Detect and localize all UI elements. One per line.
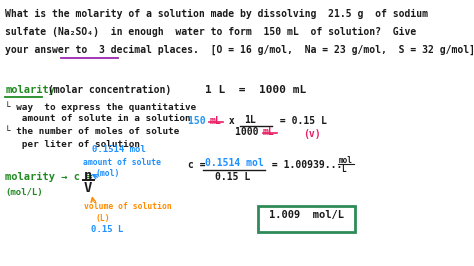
FancyBboxPatch shape bbox=[257, 206, 355, 232]
Text: 1000: 1000 bbox=[235, 127, 264, 137]
Text: 1 L  =  1000 mL: 1 L = 1000 mL bbox=[204, 85, 306, 94]
Text: = 1.00939...: = 1.00939... bbox=[266, 160, 342, 170]
Text: └ way  to express the quantitative: └ way to express the quantitative bbox=[5, 101, 197, 112]
Text: (v): (v) bbox=[303, 129, 320, 139]
Text: 0.1514 mol: 0.1514 mol bbox=[92, 145, 146, 154]
Text: amount of solute in a solution: amount of solute in a solution bbox=[5, 114, 191, 123]
Text: What is the molarity of a solution made by dissolving  21.5 g  of sodium: What is the molarity of a solution made … bbox=[5, 9, 428, 19]
Text: sulfate (Na₂SO₄)  in enough  water to form  150 mL  of solution?  Give: sulfate (Na₂SO₄) in enough water to form… bbox=[5, 27, 417, 37]
Text: (L): (L) bbox=[95, 214, 110, 223]
Text: 0.1514 mol: 0.1514 mol bbox=[204, 158, 263, 168]
Text: L: L bbox=[341, 165, 346, 174]
Text: amount of solute: amount of solute bbox=[83, 158, 161, 167]
Text: = 0.15 L: = 0.15 L bbox=[274, 116, 327, 126]
Text: 1L: 1L bbox=[245, 115, 256, 125]
Text: mol: mol bbox=[338, 156, 352, 165]
Text: molarity → c =: molarity → c = bbox=[5, 172, 99, 182]
Text: (mol): (mol) bbox=[95, 169, 119, 178]
Text: 0.15 L: 0.15 L bbox=[91, 225, 123, 234]
Text: 1.009  mol/L: 1.009 mol/L bbox=[269, 210, 344, 220]
Text: (molar concentration): (molar concentration) bbox=[42, 85, 172, 94]
Text: └ the number of moles of solute: └ the number of moles of solute bbox=[5, 127, 180, 136]
Text: (mol/L): (mol/L) bbox=[5, 188, 43, 197]
Text: molarity: molarity bbox=[5, 85, 55, 94]
Text: V: V bbox=[84, 181, 92, 196]
Text: volume of solution: volume of solution bbox=[84, 202, 172, 211]
Text: mL: mL bbox=[209, 116, 221, 126]
Text: mL: mL bbox=[263, 127, 275, 137]
Text: n: n bbox=[84, 169, 92, 183]
Text: c =: c = bbox=[188, 160, 211, 170]
Text: 0.15 L: 0.15 L bbox=[215, 172, 251, 182]
Text: per liter of solution: per liter of solution bbox=[5, 140, 140, 149]
Text: 150: 150 bbox=[188, 116, 211, 126]
Text: x: x bbox=[223, 116, 241, 126]
Text: your answer to  3 decimal places.  [O = 16 g/mol,  Na = 23 g/mol,  S = 32 g/mol]: your answer to 3 decimal places. [O = 16… bbox=[5, 45, 474, 55]
